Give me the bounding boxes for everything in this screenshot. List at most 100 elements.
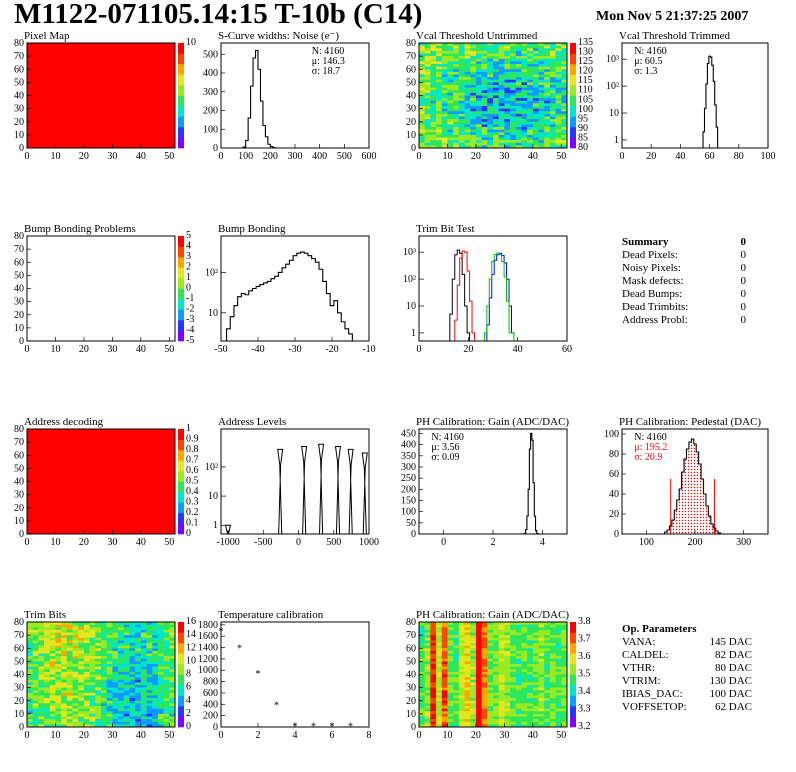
heatmap-cell	[504, 106, 511, 109]
heatmap-cell	[55, 664, 62, 667]
heatmap-cell	[521, 74, 528, 78]
heatmap-cell	[561, 698, 568, 702]
heatmap-cell	[470, 53, 477, 57]
heatmap-cell	[487, 142, 494, 146]
heatmap-cell	[555, 90, 562, 94]
heatmap-cell	[424, 685, 431, 688]
heatmap-cell	[436, 61, 443, 65]
heatmap-cell	[78, 703, 85, 707]
heatmap-cell	[44, 669, 51, 673]
heatmap-cell	[441, 711, 448, 715]
colorbar-segment	[178, 692, 184, 696]
colorbar-segment	[178, 489, 184, 493]
colorbar-segment	[570, 121, 576, 125]
heatmap-cell	[38, 706, 45, 709]
heatmap-cell	[538, 695, 545, 699]
colorbar-tick-label: 3.7	[578, 634, 591, 645]
heatmap-cell	[441, 674, 448, 678]
heatmap-cell	[89, 671, 96, 675]
heatmap-cell	[498, 706, 505, 709]
heatmap-cell	[49, 664, 56, 667]
heatmap-cell	[447, 113, 454, 117]
heatmap-cell	[464, 661, 471, 665]
y-tick-label: 600	[203, 688, 218, 699]
colorbar-segment	[178, 473, 184, 477]
colorbar-segment	[178, 98, 184, 102]
heatmap-cell	[544, 48, 551, 52]
heatmap-cell	[424, 90, 431, 94]
heatmap-cell	[169, 627, 176, 631]
heatmap-cell	[527, 142, 534, 146]
heatmap-cell	[135, 692, 142, 696]
heatmap-cell	[510, 700, 517, 704]
y-tick-label: 50	[14, 77, 24, 88]
heatmap-cell	[493, 716, 499, 720]
heatmap-cell	[38, 716, 45, 720]
heatmap-cell	[55, 698, 62, 702]
heatmap-cell	[532, 127, 539, 130]
heatmap-cell	[129, 682, 136, 686]
heatmap-cell	[447, 64, 454, 67]
heatmap-cell	[538, 661, 545, 665]
x-tick-label: 20	[471, 151, 481, 162]
heatmap-cell	[538, 637, 545, 641]
heatmap-cell	[538, 624, 545, 628]
heatmap-cell	[163, 674, 170, 678]
heatmap-cell	[555, 661, 562, 665]
heatmap-cell	[453, 629, 460, 633]
heatmap-cell	[555, 100, 562, 104]
colorbar-segment	[178, 106, 184, 109]
heatmap-cell	[481, 698, 488, 702]
heatmap-cell	[504, 669, 511, 673]
colorbar-segment	[178, 679, 184, 683]
heatmap-cell	[481, 711, 488, 715]
x-tick-label: 4	[293, 730, 298, 741]
heatmap-cell	[152, 687, 159, 691]
heatmap-cell	[544, 66, 551, 70]
x-tick-label: 100	[761, 151, 776, 162]
heatmap-cell	[146, 677, 153, 681]
heatmap-cell	[123, 635, 130, 639]
heatmap-cell	[521, 658, 528, 662]
heatmap-cell	[146, 692, 153, 696]
heatmap-cell	[112, 643, 119, 646]
heatmap-cell	[447, 142, 454, 146]
heatmap-cell	[32, 674, 39, 678]
heatmap-cell	[169, 682, 176, 686]
heatmap-cell	[532, 100, 539, 104]
heatmap-cell	[419, 53, 425, 57]
heatmap-cell	[487, 661, 494, 665]
heatmap-cell	[487, 58, 494, 62]
heatmap-cell	[436, 687, 443, 691]
x-tick-label: 50	[164, 730, 174, 741]
heatmap-cell	[481, 61, 488, 65]
heatmap-cell	[118, 661, 125, 665]
heatmap-cell	[458, 53, 465, 57]
heatmap-cell	[44, 700, 51, 704]
heatmap-cell	[152, 656, 159, 660]
heatmap-cell	[61, 637, 68, 641]
heatmap-cell	[453, 721, 460, 725]
heatmap-cell	[118, 622, 125, 625]
heatmap-cell	[549, 622, 556, 625]
heatmap-cell	[55, 666, 62, 670]
colorbar-segment	[178, 304, 184, 308]
colorbar-tick-label: 85	[578, 132, 588, 143]
heatmap-cell	[538, 648, 545, 652]
colorbar-segment	[178, 288, 184, 292]
heatmap-cell	[118, 653, 125, 657]
heatmap-cell	[38, 711, 45, 715]
heatmap-cell	[146, 627, 153, 631]
heatmap-cell	[72, 677, 79, 681]
heatmap-cell	[464, 643, 471, 646]
summary-label: Dead Pixels:	[622, 249, 678, 261]
heatmap-cell	[101, 706, 107, 709]
heatmap-cell	[515, 103, 522, 107]
colorbar-segment	[178, 434, 184, 438]
heatmap-cell	[112, 656, 119, 660]
heatmap-cell	[481, 648, 488, 652]
heatmap-cell	[515, 650, 522, 654]
heatmap-cell	[521, 87, 528, 91]
heatmap-cell	[521, 140, 528, 144]
heatmap-cell	[89, 635, 96, 639]
